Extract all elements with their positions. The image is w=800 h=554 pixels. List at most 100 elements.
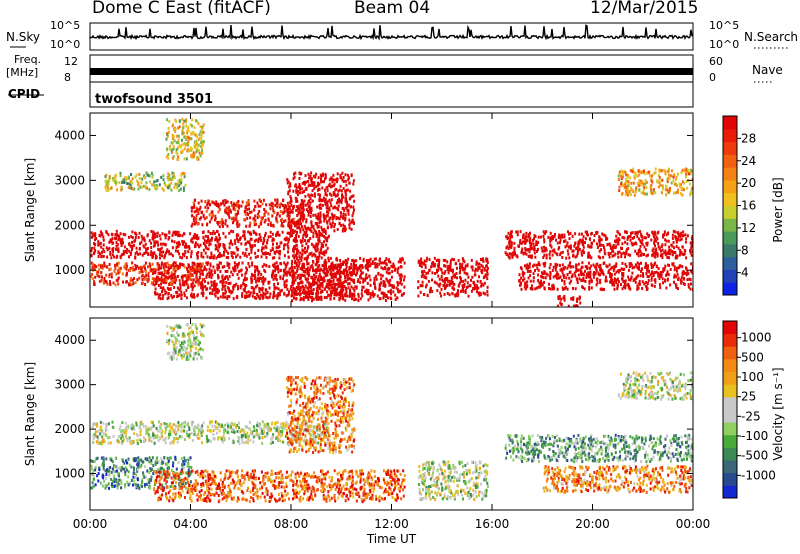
cpid-strip-frame [89, 81, 694, 108]
header-strips: 10^5 10^0 10^5 10^0 12 8 60 0 [8, 19, 788, 108]
colorbar-cell [723, 371, 737, 385]
colorbar-tick-label: 20 [741, 176, 756, 190]
y-tick-label: 3000 [54, 378, 85, 392]
nave-label: Nave [752, 63, 783, 77]
colorbar-cell [723, 346, 737, 360]
y-tick-label: 1000 [54, 263, 85, 277]
colorbar-tick-label: 28 [741, 131, 756, 145]
y-tick-label: 3000 [54, 173, 85, 187]
y-axis-label: Slant Range [km] [23, 362, 37, 466]
colorbar-cell [723, 447, 737, 461]
x-axis-label: Time UT [366, 532, 417, 546]
cpid-label: CPID [8, 87, 41, 101]
velocity-region-5 [417, 460, 489, 501]
colorbar-tick-label: 100 [741, 370, 764, 384]
colorbar-cell [723, 409, 737, 423]
colorbar-frame [722, 320, 738, 499]
colorbar-tick-label: 8 [741, 243, 749, 257]
velocity-region-4 [166, 322, 205, 361]
colorbar-cell [723, 192, 737, 206]
power-region-12 [556, 295, 582, 307]
colorbar-tick-label: 1000 [741, 331, 772, 345]
nsky-tick-low: 10^0 [50, 38, 80, 51]
freq-trace [90, 68, 693, 75]
colorbar-cell [723, 218, 737, 232]
colorbar-cell [723, 179, 737, 194]
colorbar-label: Velocity [m s⁻¹] [771, 367, 785, 460]
nsearch-tick-high: 10^5 [709, 19, 739, 32]
colorbar-cell [723, 485, 737, 499]
power-colorbar: 4 8 12 16 20 24 28 Power [dB] [722, 115, 785, 296]
freq-tick-low: 8 [64, 71, 71, 84]
colorbar-cell [723, 282, 737, 296]
cpid-value: twofsound 3501 [95, 92, 214, 107]
y-axis-label: Slant Range [km] [23, 158, 37, 262]
velocity-region-3 [286, 375, 356, 455]
colorbar-tick-label: 500 [741, 350, 764, 364]
nsearch-tick-low: 10^0 [709, 38, 739, 51]
power-region-9 [504, 229, 693, 260]
power-region-2 [90, 261, 204, 287]
colorbar-cell [723, 358, 737, 372]
velocity-region-7 [542, 464, 693, 495]
freq-tick-high: 12 [64, 55, 78, 68]
colorbar-cell [723, 396, 737, 410]
y-tick-label: 4000 [54, 333, 85, 347]
nsky-tick-high: 10^5 [50, 19, 80, 32]
power-region-5 [190, 198, 306, 229]
colorbar-tick-label: -25 [741, 409, 761, 423]
power-region-8 [417, 256, 489, 298]
colorbar-tick-label: 25 [741, 390, 756, 404]
colorbar-tick-label: 12 [741, 221, 756, 235]
colorbar-cell [723, 116, 737, 130]
y-tick-label: 1000 [54, 467, 85, 481]
colorbar-cell [723, 154, 737, 168]
velocity-region-1 [90, 455, 193, 490]
velocity-scatter [90, 322, 693, 504]
power-region-10 [518, 261, 693, 292]
velocity-region-0 [91, 420, 331, 446]
colorbar-cell [723, 205, 737, 219]
nave-tick-low: 0 [709, 71, 716, 84]
nsky-trace [89, 24, 694, 41]
x-tick-label: 20:00 [575, 517, 610, 531]
colorbar-cell [723, 167, 737, 181]
velocity-panel: 1000 2000 3000 4000 00:00 04:00 08:00 12:00 16:0… [23, 317, 785, 546]
nsearch-label: N.Search [744, 30, 799, 44]
y-tick-label: 4000 [54, 128, 85, 142]
power-panel: 1000 2000 3000 4000 Slant Range [km] 4 8 12 16 20… [23, 112, 785, 308]
colorbar-cell [723, 460, 737, 474]
y-tick-label: 2000 [54, 218, 85, 232]
velocity-region-6 [504, 433, 693, 464]
colorbar-cell [723, 128, 737, 143]
colorbar-cell [723, 434, 737, 448]
y-tick-label: 2000 [54, 422, 85, 436]
colorbar-cell [723, 231, 737, 245]
colorbar-cell [723, 269, 737, 283]
x-tick-label: 00:00 [73, 517, 108, 531]
x-tick-label: 08:00 [274, 517, 309, 531]
x-tick-label: 12:00 [374, 517, 409, 531]
nsky-label: N.Sky [6, 30, 41, 44]
colorbar-cell [723, 472, 737, 486]
colorbar-tick-label: -100 [741, 429, 768, 443]
power-region-6 [286, 171, 356, 233]
x-tick-label: 16:00 [475, 517, 510, 531]
power-region-3 [104, 171, 187, 193]
date-title: 12/Mar/2015 [590, 0, 699, 18]
colorbar-tick-label: 16 [741, 199, 756, 213]
colorbar-label: Power [dB] [771, 177, 785, 242]
velocity-region-8 [617, 371, 693, 401]
power-scatter [90, 117, 693, 307]
freq-label: Freq. [14, 53, 42, 66]
nsky-strip-frame [89, 22, 694, 51]
station-title: Dome C East (fitACF) [92, 0, 271, 18]
colorbar-cell [723, 141, 737, 155]
colorbar-cell [723, 333, 737, 347]
power-region-7 [291, 256, 406, 303]
colorbar-cell [723, 422, 737, 436]
velocity-region-2 [153, 469, 406, 504]
colorbar-tick-label: -1000 [741, 468, 776, 482]
colorbar-tick-label: -500 [741, 449, 768, 463]
